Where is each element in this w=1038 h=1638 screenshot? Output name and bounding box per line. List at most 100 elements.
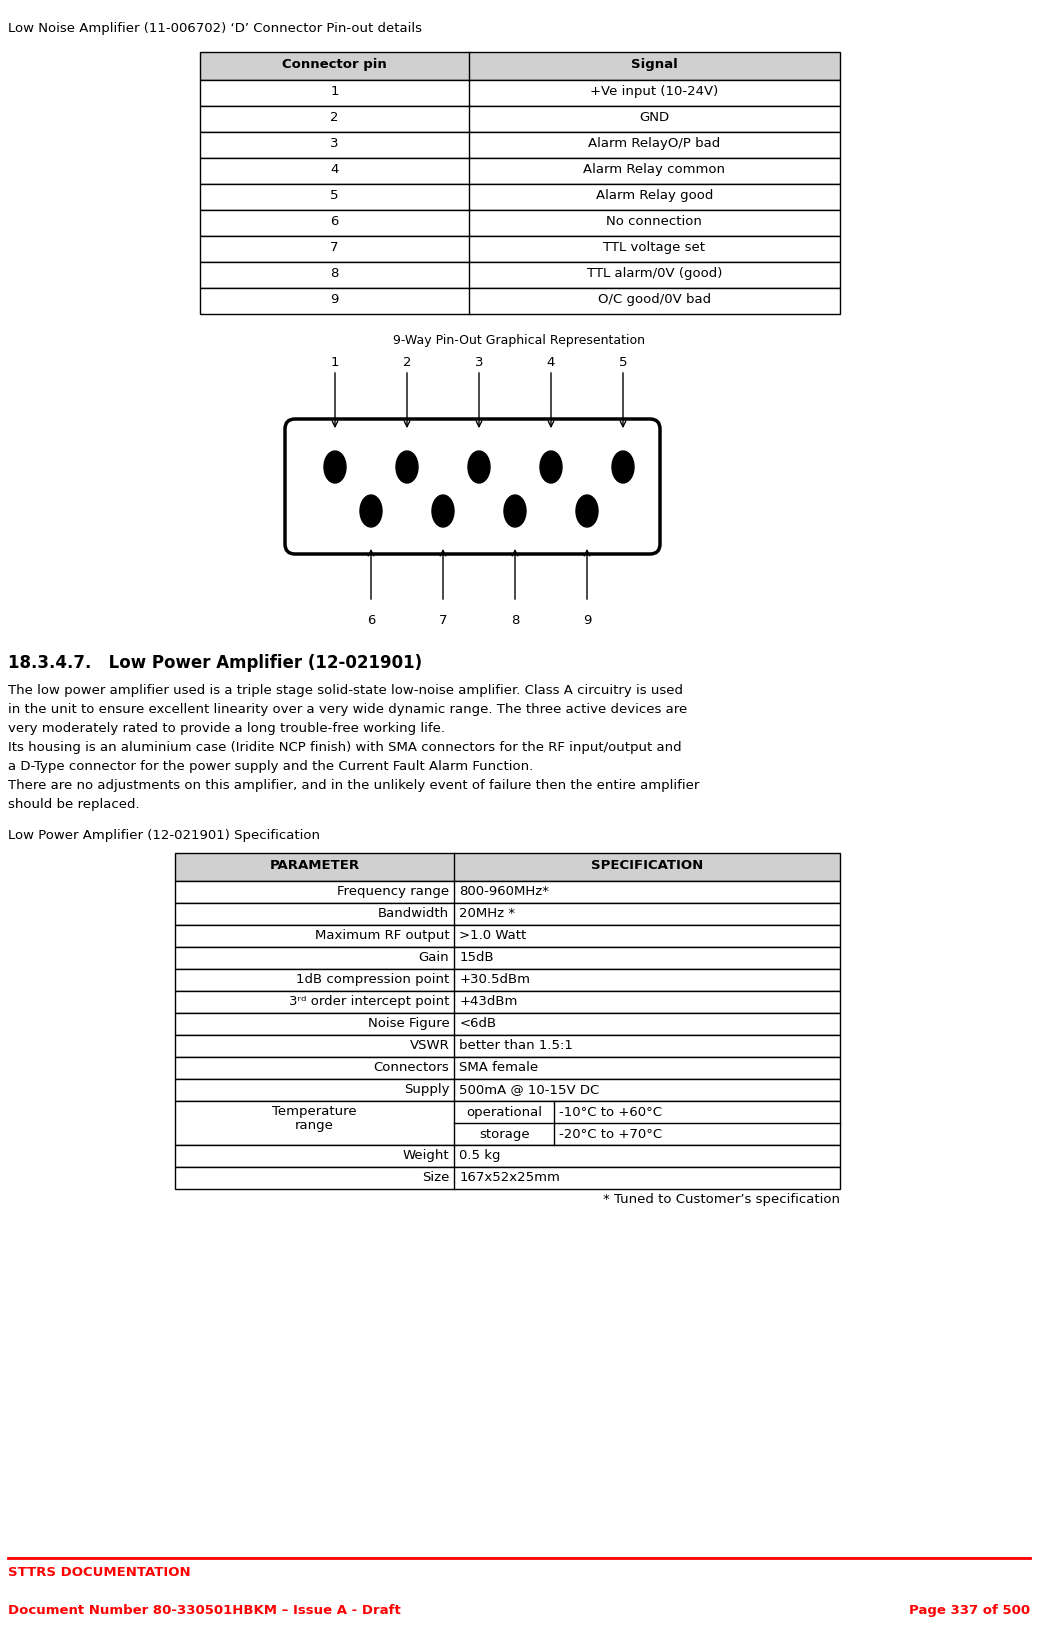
FancyBboxPatch shape	[175, 925, 840, 947]
FancyBboxPatch shape	[200, 236, 840, 262]
Ellipse shape	[468, 450, 490, 483]
FancyBboxPatch shape	[175, 853, 840, 881]
Text: PARAMETER: PARAMETER	[270, 858, 360, 871]
FancyBboxPatch shape	[285, 419, 660, 554]
Text: There are no adjustments on this amplifier, and in the unlikely event of failure: There are no adjustments on this amplifi…	[8, 780, 700, 793]
Text: Gain: Gain	[418, 952, 449, 965]
Text: 5: 5	[619, 355, 627, 369]
Text: in the unit to ensure excellent linearity over a very wide dynamic range. The th: in the unit to ensure excellent linearit…	[8, 703, 687, 716]
Text: 7: 7	[330, 241, 338, 254]
Text: -20°C to +70°C: -20°C to +70°C	[559, 1129, 662, 1142]
FancyBboxPatch shape	[175, 947, 840, 970]
FancyBboxPatch shape	[200, 106, 840, 133]
Text: 9-Way Pin-Out Graphical Representation: 9-Way Pin-Out Graphical Representation	[393, 334, 645, 347]
FancyBboxPatch shape	[175, 991, 840, 1012]
Text: 4: 4	[330, 164, 338, 175]
FancyBboxPatch shape	[175, 970, 840, 991]
Text: Maximum RF output: Maximum RF output	[315, 929, 449, 942]
Text: The low power amplifier used is a triple stage solid-state low-noise amplifier. : The low power amplifier used is a triple…	[8, 685, 683, 698]
Text: Size: Size	[421, 1171, 449, 1184]
Text: 3ʳᵈ order intercept point: 3ʳᵈ order intercept point	[289, 994, 449, 1007]
Text: Low Noise Amplifier (11-006702) ‘D’ Connector Pin-out details: Low Noise Amplifier (11-006702) ‘D’ Conn…	[8, 21, 422, 34]
Ellipse shape	[540, 450, 562, 483]
Text: 8: 8	[330, 267, 338, 280]
Text: 3: 3	[330, 138, 338, 151]
Ellipse shape	[504, 495, 526, 527]
Text: 20MHz *: 20MHz *	[459, 907, 516, 921]
Text: 5: 5	[330, 188, 338, 201]
FancyBboxPatch shape	[200, 80, 840, 106]
Ellipse shape	[432, 495, 454, 527]
Text: 15dB: 15dB	[459, 952, 494, 965]
Text: * Tuned to Customer’s specification: * Tuned to Customer’s specification	[603, 1192, 840, 1206]
Text: +Ve input (10-24V): +Ve input (10-24V)	[591, 85, 718, 98]
Text: 9: 9	[330, 293, 338, 306]
Text: should be replaced.: should be replaced.	[8, 798, 140, 811]
Text: 4: 4	[547, 355, 555, 369]
Text: 800-960MHz*: 800-960MHz*	[459, 885, 549, 898]
Text: 7: 7	[439, 614, 447, 627]
FancyBboxPatch shape	[200, 288, 840, 314]
Text: operational: operational	[466, 1106, 542, 1119]
FancyBboxPatch shape	[200, 157, 840, 183]
Text: Noise Figure: Noise Figure	[367, 1017, 449, 1030]
Ellipse shape	[360, 495, 382, 527]
FancyBboxPatch shape	[175, 1101, 840, 1145]
Text: Temperature: Temperature	[272, 1106, 357, 1119]
Ellipse shape	[324, 450, 346, 483]
Text: 6: 6	[366, 614, 375, 627]
Text: Frequency range: Frequency range	[337, 885, 449, 898]
Text: No connection: No connection	[606, 215, 703, 228]
Text: VSWR: VSWR	[410, 1038, 449, 1052]
Text: Alarm RelayO/P bad: Alarm RelayO/P bad	[589, 138, 720, 151]
Text: TTL alarm/0V (good): TTL alarm/0V (good)	[586, 267, 722, 280]
Text: -10°C to +60°C: -10°C to +60°C	[559, 1106, 662, 1119]
Text: +43dBm: +43dBm	[459, 994, 518, 1007]
Ellipse shape	[576, 495, 598, 527]
FancyBboxPatch shape	[200, 210, 840, 236]
Text: Its housing is an aluminium case (Iridite NCP finish) with SMA connectors for th: Its housing is an aluminium case (Iridit…	[8, 740, 682, 753]
Text: a D-Type connector for the power supply and the Current Fault Alarm Function.: a D-Type connector for the power supply …	[8, 760, 534, 773]
FancyBboxPatch shape	[175, 1145, 840, 1166]
Text: 6: 6	[330, 215, 338, 228]
Text: Page 337 of 500: Page 337 of 500	[909, 1604, 1030, 1617]
FancyBboxPatch shape	[175, 1057, 840, 1079]
Text: range: range	[295, 1119, 334, 1132]
Text: GND: GND	[639, 111, 670, 124]
Text: 500mA @ 10-15V DC: 500mA @ 10-15V DC	[459, 1083, 600, 1096]
FancyBboxPatch shape	[175, 1079, 840, 1101]
Ellipse shape	[397, 450, 418, 483]
FancyBboxPatch shape	[200, 183, 840, 210]
Text: >1.0 Watt: >1.0 Watt	[459, 929, 526, 942]
Text: better than 1.5:1: better than 1.5:1	[459, 1038, 573, 1052]
Text: 167x52x25mm: 167x52x25mm	[459, 1171, 561, 1184]
Text: 1dB compression point: 1dB compression point	[296, 973, 449, 986]
Text: 0.5 kg: 0.5 kg	[459, 1148, 500, 1161]
Text: SMA female: SMA female	[459, 1061, 539, 1075]
FancyBboxPatch shape	[200, 133, 840, 157]
Text: Alarm Relay good: Alarm Relay good	[596, 188, 713, 201]
Text: Low Power Amplifier (12-021901) Specification: Low Power Amplifier (12-021901) Specific…	[8, 829, 320, 842]
Text: Document Number 80-330501HBKM – Issue A - Draft: Document Number 80-330501HBKM – Issue A …	[8, 1604, 401, 1617]
Text: Weight: Weight	[403, 1148, 449, 1161]
FancyBboxPatch shape	[175, 1012, 840, 1035]
Text: Bandwidth: Bandwidth	[378, 907, 449, 921]
Text: 2: 2	[403, 355, 411, 369]
Text: 2: 2	[330, 111, 338, 124]
Text: 1: 1	[330, 85, 338, 98]
FancyBboxPatch shape	[175, 881, 840, 903]
Text: Alarm Relay common: Alarm Relay common	[583, 164, 726, 175]
Text: Signal: Signal	[631, 57, 678, 70]
Text: Connector pin: Connector pin	[282, 57, 387, 70]
Text: 9: 9	[582, 614, 592, 627]
Text: O/C good/0V bad: O/C good/0V bad	[598, 293, 711, 306]
Text: <6dB: <6dB	[459, 1017, 496, 1030]
Ellipse shape	[612, 450, 634, 483]
Text: very moderately rated to provide a long trouble-free working life.: very moderately rated to provide a long …	[8, 722, 445, 735]
Text: +30.5dBm: +30.5dBm	[459, 973, 530, 986]
FancyBboxPatch shape	[200, 52, 840, 80]
Text: storage: storage	[479, 1129, 529, 1142]
Text: 18.3.4.7.   Low Power Amplifier (12-021901): 18.3.4.7. Low Power Amplifier (12-021901…	[8, 654, 422, 672]
Text: 8: 8	[511, 614, 519, 627]
FancyBboxPatch shape	[175, 1166, 840, 1189]
